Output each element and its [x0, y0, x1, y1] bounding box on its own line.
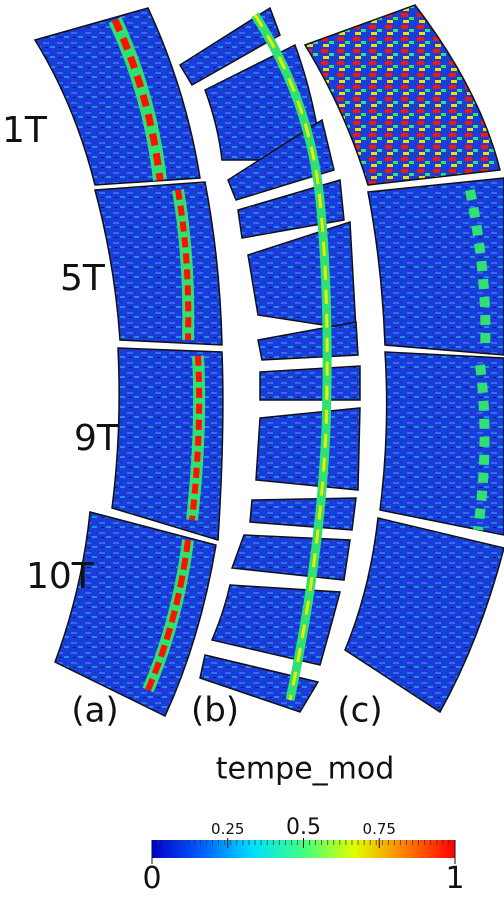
colorbar-title: tempe_mod	[216, 752, 395, 787]
column-c	[303, 4, 504, 714]
column-label: (a)	[71, 691, 118, 731]
colorbar-end-label: 0	[142, 861, 161, 896]
column-a	[33, 7, 224, 718]
colorbar-end-label: 1	[445, 861, 464, 896]
colorbar-tick-label: 0.25	[211, 820, 244, 838]
colorbar-tick-label: 0.5	[286, 815, 321, 840]
row-label: 5T	[60, 258, 106, 299]
row-label: 1T	[2, 110, 48, 151]
column-b	[178, 6, 361, 713]
row-label: 10T	[26, 556, 95, 597]
colorbar: 0.25 0.5 0.75 0 1	[142, 815, 464, 896]
colorbar-tick-label: 0.75	[363, 820, 396, 838]
column-label: (b)	[191, 691, 239, 731]
column-label: (c)	[337, 691, 382, 731]
row-label: 9T	[74, 418, 120, 459]
